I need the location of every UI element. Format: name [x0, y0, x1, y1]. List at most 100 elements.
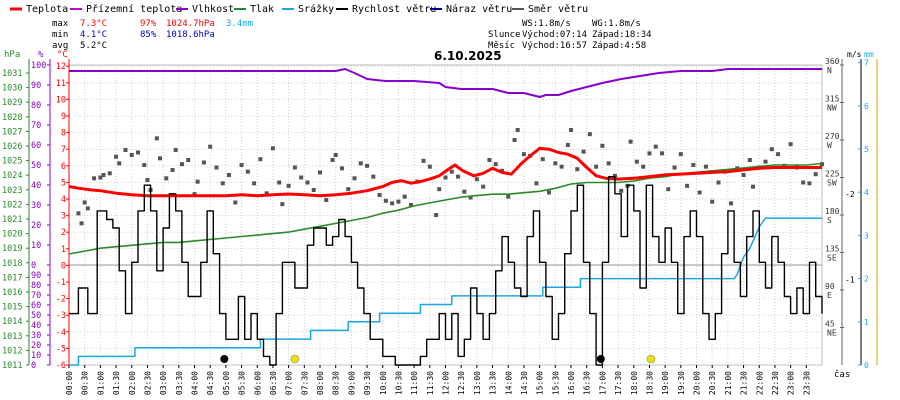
time-tick-label: 06:00 — [253, 371, 262, 395]
wind-dir-point — [92, 176, 97, 181]
stats-min-press: 1018.6hPa — [166, 30, 215, 40]
stats-max-temp: 7.3°C — [80, 19, 107, 29]
stats-max-label: max — [52, 19, 69, 29]
temp-tick-label: 2 — [61, 228, 66, 238]
wind-dir-point — [481, 184, 486, 189]
wind-dir-point — [515, 128, 520, 132]
temp-unit-label: °C — [57, 50, 68, 60]
dir-tick-label: 315 — [825, 95, 840, 104]
wind-dir-point — [371, 174, 376, 179]
temp-tick-label: -5 — [56, 344, 66, 354]
mm-unit-label: mm — [864, 50, 874, 59]
wind-dir-point — [750, 184, 755, 189]
ms-tick-label: 0 — [864, 361, 869, 370]
wind-dir-point — [487, 158, 492, 162]
stats-min-hum: 85% — [140, 30, 157, 40]
dir-cardinal-label: SW — [827, 179, 837, 188]
time-tick-label: 18:00 — [630, 371, 639, 395]
time-tick-label: 07:30 — [300, 371, 309, 395]
wind-dir-point — [154, 136, 159, 141]
temp-tick-label: 3 — [61, 212, 66, 222]
wind-dir-point — [659, 151, 664, 156]
wind-dir-point — [506, 194, 511, 199]
time-tick-label: 12:30 — [457, 371, 466, 395]
wind-dir-point — [85, 206, 90, 211]
wind-dir-point — [801, 180, 806, 185]
stats-block: max 7.3°C 97% 1024.7hPa 3.4mm min 4.1°C … — [52, 19, 652, 51]
time-tick-label: 13:00 — [473, 371, 482, 395]
hpa-tick-label: 1013 — [2, 332, 22, 342]
wind-dir-point — [534, 181, 539, 186]
dir-cardinal-label: NE — [827, 329, 837, 338]
hpa-tick-label: 1027 — [2, 127, 22, 137]
wind-dir-point — [264, 191, 269, 196]
wind-dir-point — [443, 175, 448, 180]
time-tick-label: 17:30 — [614, 371, 623, 395]
pct-tick-label: 60 — [31, 141, 41, 151]
wind-dir-point — [512, 138, 517, 142]
hpa-tick-label: 1030 — [2, 84, 22, 94]
wind-dir-point — [493, 162, 498, 167]
ms-tick-label: 1 — [864, 318, 869, 327]
wind-dir-point — [427, 164, 432, 169]
wind-dir-point — [164, 176, 169, 181]
legend: Teplota Přízemní teplota Vlhkost Tlak Sr… — [10, 3, 588, 15]
wind-dir-point — [270, 146, 275, 151]
temp-tick-label: -2 — [56, 295, 66, 305]
wind-dir-point — [581, 149, 586, 154]
wind-dir-point — [258, 157, 263, 162]
time-tick-label: 15:30 — [551, 371, 560, 395]
wind-dir-point — [437, 187, 442, 192]
wind-dir-point — [383, 198, 388, 203]
ms-tick-label: 7 — [864, 59, 869, 68]
wind-dir-point — [594, 164, 599, 169]
stats-moon-label: Měsíc — [488, 41, 515, 51]
hpa-tick-label: 1031 — [2, 69, 22, 79]
wind-dir-point — [606, 161, 611, 166]
wind-dir-point — [214, 165, 219, 170]
temp-tick-label: 12 — [56, 62, 66, 72]
dir-tick-label: 90 — [825, 282, 835, 291]
time-tick-label: 21:00 — [724, 371, 733, 395]
wind-dir-point — [782, 163, 787, 168]
legend-label-temperature: Teplota — [26, 4, 68, 15]
dir-cardinal-label: S — [827, 216, 832, 225]
wind-dir-point — [540, 157, 545, 162]
hpa-tick-label: 1025 — [2, 157, 22, 167]
time-tick-label: 03:00 — [159, 371, 168, 395]
wind-dir-point — [195, 179, 200, 184]
stats-max-rain: 3.4mm — [226, 19, 253, 29]
wind-dir-point — [462, 189, 467, 194]
wind-dir-point — [377, 193, 382, 197]
wind-dir-point — [101, 173, 106, 177]
hpa-tick-label: 1023 — [2, 186, 22, 196]
stats-max-press: 1024.7hPa — [166, 19, 215, 29]
wind-dir-point — [352, 176, 357, 181]
wind-dir-point — [402, 194, 407, 199]
stats-max-hum: 97% — [140, 19, 157, 29]
legend-label-precipitation: Srážky — [298, 3, 334, 15]
time-tick-label: 19:30 — [677, 371, 686, 395]
time-tick-label: 00:00 — [65, 371, 74, 395]
wind-dir-point — [769, 147, 774, 152]
stats-sun-label: Slunce — [488, 30, 521, 40]
moonrise-moonset-marker — [220, 355, 229, 363]
ms-tick-label: 3 — [864, 231, 869, 240]
time-tick-label: 11:00 — [410, 371, 419, 395]
time-tick-label: 03:30 — [175, 371, 184, 395]
temp-tick-label: 11 — [56, 79, 66, 89]
legend-label-pressure: Tlak — [250, 4, 274, 15]
ms-unit-label: m/s — [847, 50, 862, 59]
time-tick-label: 16:00 — [567, 371, 576, 395]
time-tick-label: 04:30 — [206, 371, 215, 395]
wind-dir-point — [292, 165, 297, 170]
time-tick-label: 01:00 — [96, 371, 105, 395]
wind-dir-point — [691, 163, 696, 167]
temp-tick-label: -1 — [56, 278, 66, 288]
dir-tick-label: 270 — [825, 132, 840, 141]
wind-dir-point — [201, 160, 206, 165]
wind-tick-label: -1 — [845, 275, 855, 284]
dir-tick-label: 45 — [825, 320, 835, 329]
stats-avg-temp: 5.2°C — [80, 41, 107, 51]
